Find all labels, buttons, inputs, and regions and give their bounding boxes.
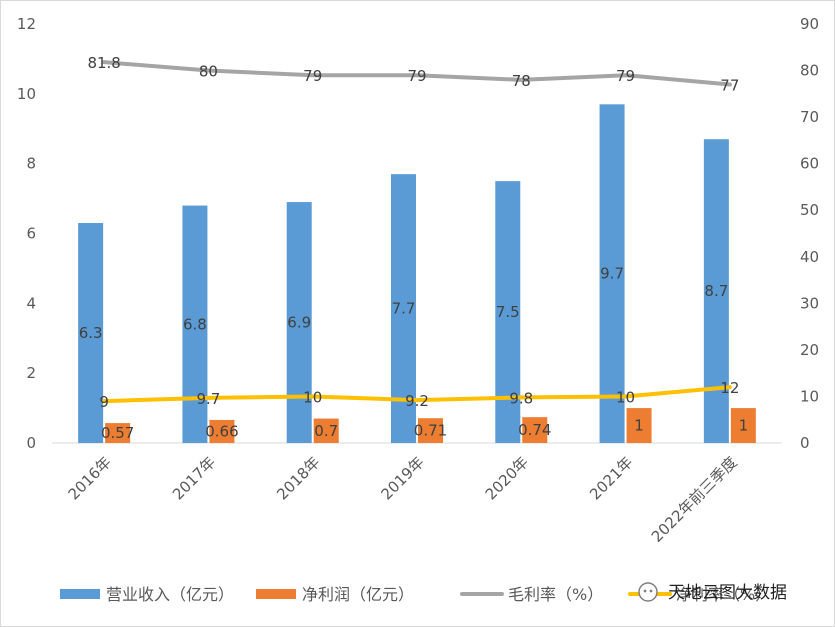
y2-tick-label: 30 xyxy=(800,294,819,312)
bar-net-profit xyxy=(626,408,652,443)
gross-margin-label: 80 xyxy=(199,63,218,81)
y-tick-label: 4 xyxy=(26,294,36,312)
net-margin-label: 9.8 xyxy=(509,389,533,407)
bar-revenue xyxy=(78,223,104,443)
line-net-margin xyxy=(102,385,732,404)
bar-revenue xyxy=(703,139,729,443)
y-tick-label: 10 xyxy=(17,85,36,103)
y2-tick-label: 50 xyxy=(800,201,819,219)
bar-revenue-label: 9.7 xyxy=(600,265,624,283)
bar-net-profit-label: 0.7 xyxy=(314,422,338,440)
y-tick-label: 0 xyxy=(26,434,36,452)
net-margin-label: 10 xyxy=(616,388,635,406)
net-margin-label: 10 xyxy=(303,388,322,406)
legend-label: 毛利率（%） xyxy=(508,585,603,604)
left-axis: 0 2 4 6 8 10 12 xyxy=(17,15,36,452)
bar-revenue-label: 7.5 xyxy=(496,303,520,321)
bar-net-profit xyxy=(730,408,756,443)
line-gross-margin xyxy=(102,60,732,87)
y-tick-label: 6 xyxy=(26,225,36,243)
bar-net-profit-label: 1 xyxy=(634,417,644,435)
legend-label: 净利润（亿元） xyxy=(302,585,414,604)
gross-margin-label: 79 xyxy=(303,67,322,85)
bar-net-profit-label: 0.57 xyxy=(101,424,134,442)
gross-margin-label: 77 xyxy=(720,77,739,95)
y-tick-label: 12 xyxy=(17,15,36,33)
bar-revenue xyxy=(599,104,625,443)
bar-revenue-label: 6.3 xyxy=(79,324,103,342)
y2-tick-label: 80 xyxy=(800,62,819,80)
legend-swatch xyxy=(256,589,296,599)
wechat-icon-eye-right xyxy=(649,589,653,593)
legend-label: 营业收入（亿元） xyxy=(106,585,234,604)
bar-net-profit xyxy=(418,418,443,443)
right-axis: 0 10 20 30 40 50 60 70 80 90 xyxy=(800,15,819,452)
bar-revenue xyxy=(286,202,312,443)
gross-margin-label: 79 xyxy=(407,67,426,85)
net-margin-label: 9.2 xyxy=(405,392,429,410)
gross-margin-label: 81.8 xyxy=(87,54,120,72)
wechat-icon xyxy=(638,582,658,602)
bar-revenue-label: 7.7 xyxy=(392,300,416,318)
watermark: 天地云图大数据 xyxy=(638,582,787,603)
y-tick-label: 8 xyxy=(26,155,36,173)
lines xyxy=(102,60,732,404)
bar-net-profit xyxy=(209,419,235,443)
wechat-icon-eye-left xyxy=(643,589,647,593)
data-labels: 6.3 0.57 6.8 0.66 6.9 0.7 7.7 0.71 7.5 0.74 9.7 1 8.… xyxy=(79,54,748,442)
y2-tick-label: 70 xyxy=(800,108,819,126)
y2-tick-label: 20 xyxy=(800,341,819,359)
net-margin-label: 9 xyxy=(99,393,109,411)
bar-net-profit xyxy=(313,418,339,443)
bar-revenue xyxy=(182,205,208,443)
bar-revenue-label: 6.9 xyxy=(287,314,311,332)
bar-net-profit xyxy=(105,423,131,443)
y2-tick-label: 40 xyxy=(800,248,819,266)
bar-revenue-label: 6.8 xyxy=(183,315,207,333)
y-tick-label: 2 xyxy=(26,364,36,382)
bar-net-profit-label: 1 xyxy=(739,417,749,435)
watermark-text: 天地云图大数据 xyxy=(668,583,787,603)
legend-swatch xyxy=(60,589,100,599)
bar-net-profit-label: 0.74 xyxy=(518,421,551,439)
bar-net-profit-label: 0.71 xyxy=(414,422,447,440)
net-margin-label: 12 xyxy=(720,379,739,397)
legend-label: 净利率（%） xyxy=(676,585,771,604)
bar-revenue-label: 8.7 xyxy=(704,282,728,300)
gross-margin-label: 79 xyxy=(616,67,635,85)
y2-tick-label: 90 xyxy=(800,15,819,33)
bars xyxy=(78,104,756,443)
bar-net-profit xyxy=(522,417,548,443)
net-margin-label: 9.7 xyxy=(196,390,220,408)
gross-margin-label: 78 xyxy=(512,72,531,90)
y2-tick-label: 60 xyxy=(800,155,819,173)
y2-tick-label: 10 xyxy=(800,387,819,405)
y2-tick-label: 0 xyxy=(800,434,810,452)
bar-net-profit-label: 0.66 xyxy=(205,422,238,440)
